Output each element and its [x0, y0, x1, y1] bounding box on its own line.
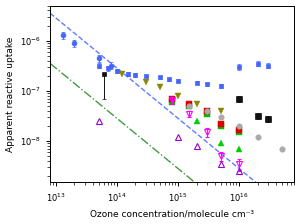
Y-axis label: Apparent reactive uptake: Apparent reactive uptake — [6, 36, 15, 152]
X-axis label: Ozone concentration/molecule cm⁻³: Ozone concentration/molecule cm⁻³ — [90, 209, 254, 218]
